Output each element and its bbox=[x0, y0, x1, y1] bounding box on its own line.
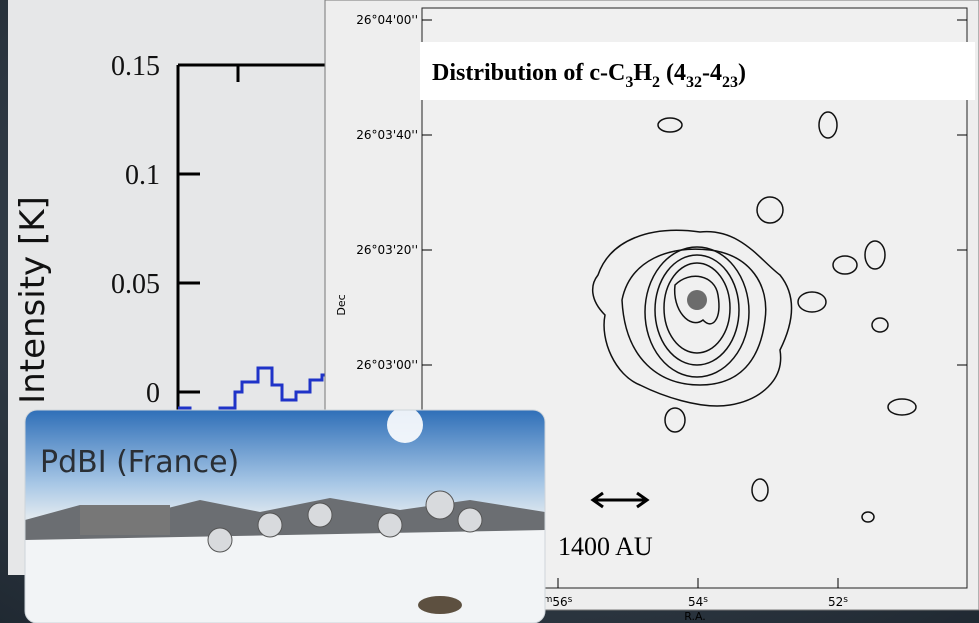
dec-label: Dec bbox=[335, 294, 348, 315]
y-tick-label: 0.15 bbox=[111, 51, 160, 82]
dec-tick-label: 26°03'00'' bbox=[356, 358, 418, 372]
photo bbox=[25, 407, 545, 623]
scale-label: 1400 AU bbox=[558, 532, 653, 561]
ra-label: R.A. bbox=[684, 610, 706, 623]
slide: Intensity [K] 00.050.10.15 Distribution … bbox=[0, 0, 979, 623]
ra-num: 54 bbox=[688, 595, 703, 609]
photo-caption: PdBI (France) bbox=[40, 445, 239, 480]
y-tick-label: 0.05 bbox=[111, 269, 160, 300]
ra-unit: s bbox=[568, 595, 573, 605]
y-axis-label: Intensity [K] bbox=[13, 196, 53, 404]
ra-num: 52 bbox=[828, 595, 843, 609]
ra-unit: s bbox=[843, 595, 848, 605]
dec-tick-label: 26°03'20'' bbox=[356, 243, 418, 257]
y-tick-label: 0.1 bbox=[125, 160, 160, 191]
ra-num: 56 bbox=[552, 595, 567, 609]
y-tick-label: 0 bbox=[146, 378, 160, 409]
dec-tick-label: 26°03'40'' bbox=[356, 128, 418, 142]
ra-unit: s bbox=[703, 595, 708, 605]
dec-tick-label: 26°04'00'' bbox=[356, 13, 418, 27]
peak bbox=[687, 290, 707, 310]
